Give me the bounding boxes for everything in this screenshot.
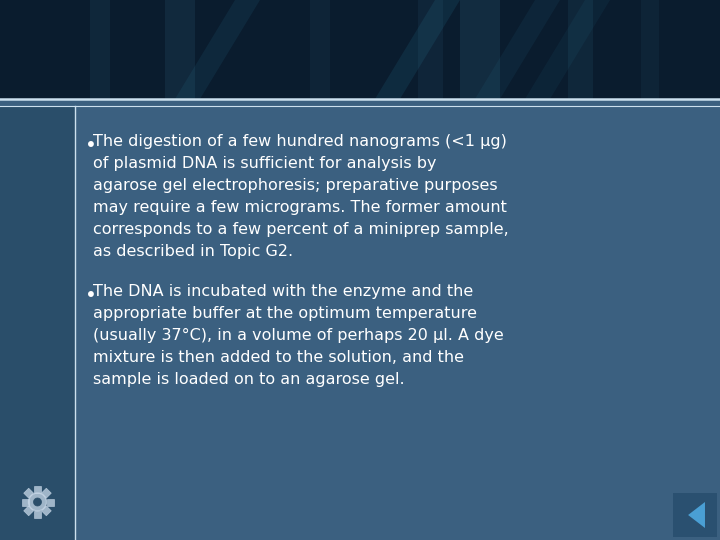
Polygon shape [34, 486, 41, 493]
Bar [0, 0, 720, 99]
Text: The DNA is incubated with the enzyme and the: The DNA is incubated with the enzyme and… [93, 284, 473, 299]
Polygon shape [475, 0, 560, 99]
Text: sample is loaded on to an agarose gel.: sample is loaded on to an agarose gel. [93, 372, 405, 387]
Bar [673, 493, 717, 537]
Bar [418, 0, 443, 99]
Bar [0, 106, 720, 540]
Bar [90, 0, 110, 99]
Text: agarose gel electrophoresis; preparative purposes: agarose gel electrophoresis; preparative… [93, 178, 498, 193]
Text: mixture is then added to the solution, and the: mixture is then added to the solution, a… [93, 350, 464, 365]
Text: The digestion of a few hundred nanograms (<1 μg): The digestion of a few hundred nanograms… [93, 134, 507, 149]
Polygon shape [175, 0, 260, 99]
Text: •: • [85, 286, 97, 305]
Polygon shape [41, 506, 51, 516]
Text: of plasmid DNA is sufficient for analysis by: of plasmid DNA is sufficient for analysi… [93, 156, 436, 171]
Polygon shape [47, 498, 53, 505]
Bar [310, 0, 330, 99]
Text: (usually 37°C), in a volume of perhaps 20 μl. A dye: (usually 37°C), in a volume of perhaps 2… [93, 328, 504, 343]
Polygon shape [41, 488, 51, 498]
Polygon shape [24, 506, 34, 516]
Text: •: • [85, 136, 97, 155]
Circle shape [29, 493, 47, 511]
Polygon shape [375, 0, 460, 99]
Bar [641, 0, 659, 99]
Polygon shape [525, 0, 610, 99]
Bar [165, 0, 195, 99]
Text: may require a few micrograms. The former amount: may require a few micrograms. The former… [93, 200, 507, 215]
Polygon shape [22, 498, 29, 505]
Polygon shape [34, 511, 41, 518]
Polygon shape [688, 502, 705, 528]
Text: corresponds to a few percent of a miniprep sample,: corresponds to a few percent of a minipr… [93, 222, 509, 237]
Bar [0, 106, 75, 540]
Bar [460, 0, 500, 99]
Text: as described in Topic G2.: as described in Topic G2. [93, 244, 293, 259]
Bar [568, 0, 593, 99]
Text: appropriate buffer at the optimum temperature: appropriate buffer at the optimum temper… [93, 306, 477, 321]
Polygon shape [24, 488, 34, 498]
Circle shape [34, 498, 42, 506]
